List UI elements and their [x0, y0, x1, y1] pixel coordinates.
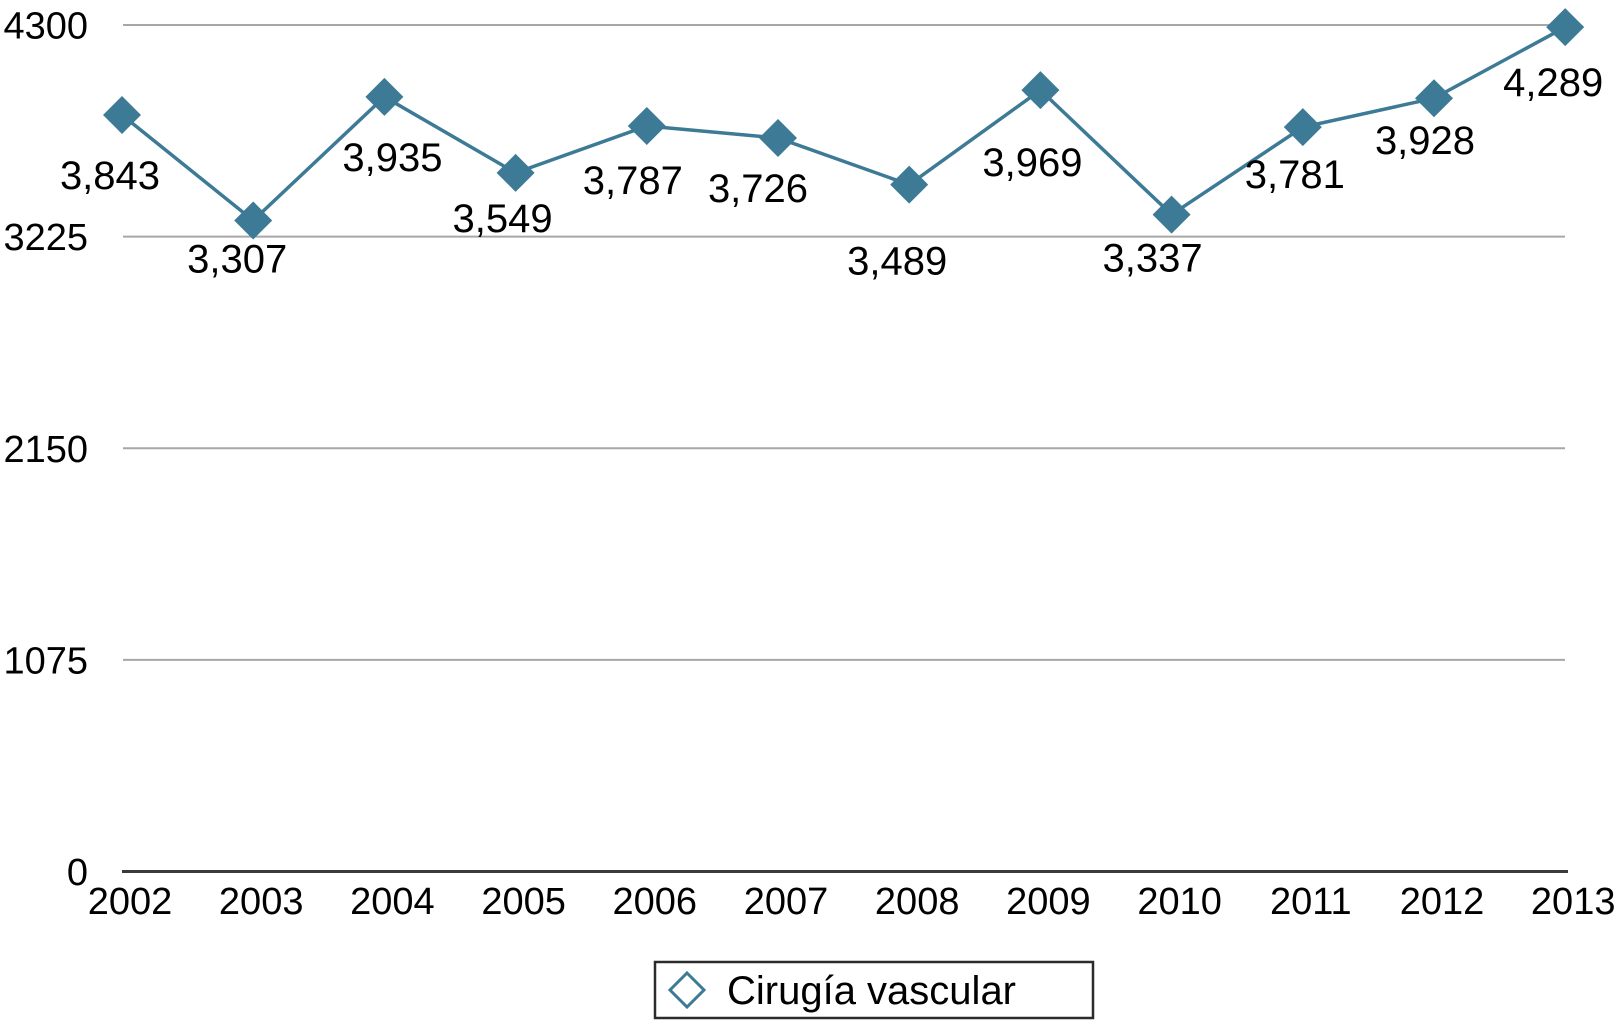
- data-point-label: 3,969: [982, 141, 1082, 185]
- data-point-label: 3,928: [1375, 119, 1475, 163]
- y-axis-tick-label: 0: [67, 852, 88, 894]
- x-axis-tick-label: 2008: [875, 881, 960, 923]
- data-point-marker: [365, 77, 404, 116]
- diamond-marker-icon: [667, 970, 707, 1010]
- data-point-marker: [103, 95, 141, 134]
- x-axis-tick-label: 2009: [1006, 881, 1091, 923]
- data-point-label: 3,726: [708, 167, 808, 211]
- data-point-marker: [1021, 71, 1060, 110]
- data-point-marker: [1415, 79, 1453, 118]
- data-point-marker: [1283, 108, 1322, 147]
- x-axis-tick-label: 2006: [613, 881, 698, 923]
- y-axis-tick-label: 4300: [3, 6, 88, 48]
- x-axis-tick-label: 2004: [350, 881, 435, 923]
- x-axis-tick-label: 2012: [1400, 881, 1485, 923]
- data-point-label: 3,787: [583, 159, 683, 203]
- x-axis-tick-label: 2010: [1137, 881, 1222, 923]
- data-point-marker: [890, 165, 929, 204]
- y-axis-tick-label: 1075: [3, 640, 88, 682]
- data-point-marker: [759, 118, 797, 157]
- data-point-label: 3,337: [1103, 237, 1203, 281]
- x-axis-tick-label: 2007: [744, 881, 829, 923]
- x-axis-tick-label: 2013: [1531, 881, 1616, 923]
- x-axis-tick-label: 2011: [1270, 881, 1352, 923]
- data-point-label: 3,935: [342, 136, 442, 180]
- data-point-label: 3,489: [847, 240, 947, 284]
- data-point-label: 3,307: [187, 237, 287, 281]
- legend-box: [653, 960, 1095, 1020]
- legend-label: Cirugía vascular: [727, 969, 1016, 1013]
- x-axis-tick-label: 2005: [481, 881, 566, 923]
- x-axis-tick-label: 2002: [88, 881, 173, 923]
- data-point-marker: [627, 106, 666, 145]
- x-axis-tick-label: 2003: [219, 881, 304, 923]
- data-point-label: 3,781: [1245, 153, 1345, 197]
- data-point-marker: [1152, 195, 1191, 234]
- data-point-label: 3,843: [60, 154, 160, 198]
- data-point-label: 4,289: [1503, 61, 1603, 105]
- y-axis-tick-label: 3225: [3, 217, 88, 259]
- data-point-label: 3,549: [453, 197, 553, 241]
- series-line: [120, 25, 1567, 223]
- data-point-marker: [496, 153, 535, 192]
- data-point-marker: [1546, 8, 1585, 47]
- data-point-marker: [234, 201, 273, 240]
- y-axis-tick-label: 2150: [3, 429, 88, 471]
